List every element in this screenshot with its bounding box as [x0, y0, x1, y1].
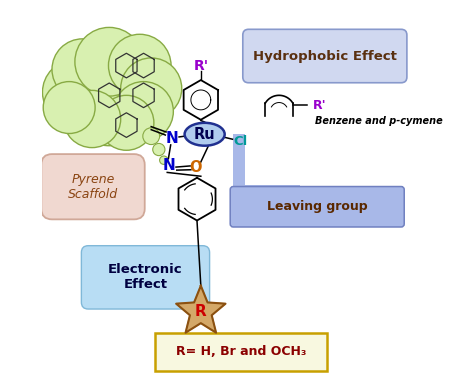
Circle shape — [52, 39, 113, 100]
Text: N: N — [163, 158, 175, 173]
Circle shape — [75, 28, 144, 96]
Circle shape — [99, 95, 154, 150]
Text: Electronic
Effect: Electronic Effect — [108, 264, 183, 291]
Text: Pyrene
Scaffold: Pyrene Scaffold — [68, 172, 118, 201]
FancyBboxPatch shape — [35, 0, 432, 383]
Text: Hydrophobic Effect: Hydrophobic Effect — [253, 49, 397, 62]
Text: R': R' — [193, 59, 209, 72]
Text: R= H, Br and OCH₃: R= H, Br and OCH₃ — [176, 345, 306, 358]
FancyBboxPatch shape — [82, 246, 210, 309]
FancyBboxPatch shape — [230, 187, 404, 227]
Circle shape — [109, 34, 171, 97]
Circle shape — [143, 128, 160, 144]
Text: Ru: Ru — [194, 127, 216, 142]
Circle shape — [43, 60, 107, 125]
Text: R: R — [195, 304, 207, 319]
Bar — [233, 134, 245, 201]
Ellipse shape — [184, 123, 225, 146]
Circle shape — [64, 90, 121, 147]
FancyBboxPatch shape — [243, 29, 407, 83]
Polygon shape — [176, 286, 226, 333]
Text: Benzene and p-cymene: Benzene and p-cymene — [315, 116, 443, 126]
Text: O: O — [190, 160, 202, 175]
Circle shape — [43, 82, 95, 134]
Text: Leaving group: Leaving group — [267, 200, 367, 213]
Text: Cl: Cl — [234, 135, 248, 147]
Circle shape — [114, 82, 173, 141]
Circle shape — [160, 156, 168, 164]
Circle shape — [121, 58, 182, 119]
Circle shape — [153, 143, 165, 155]
Circle shape — [65, 58, 153, 146]
FancyBboxPatch shape — [155, 333, 327, 371]
FancyBboxPatch shape — [41, 154, 145, 219]
Text: R': R' — [313, 99, 327, 112]
Bar — [233, 185, 300, 201]
Text: N: N — [166, 131, 179, 146]
